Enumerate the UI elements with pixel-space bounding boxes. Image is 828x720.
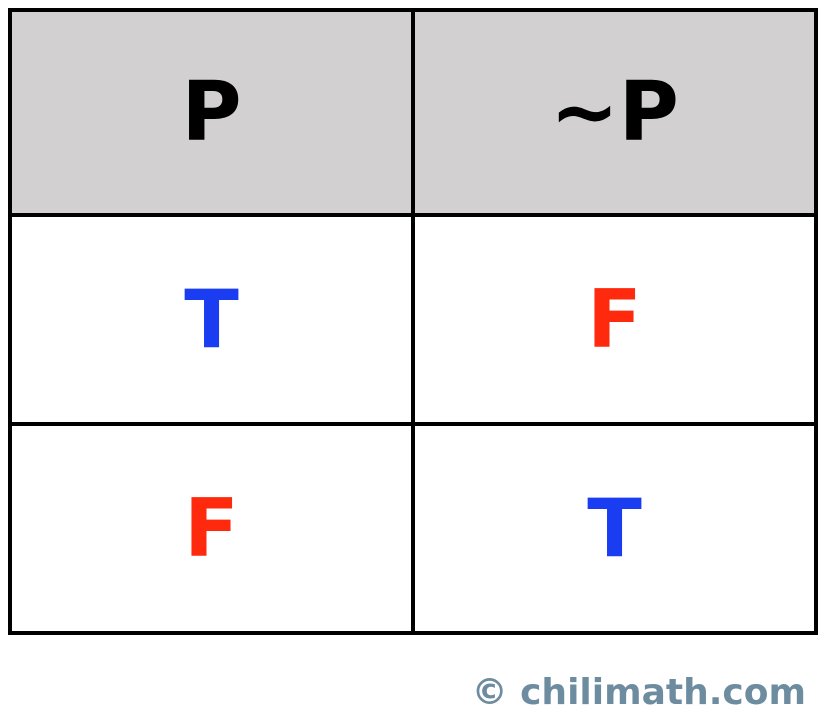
cell-p-row2: F xyxy=(8,422,415,635)
header-p: P xyxy=(8,8,415,217)
cell-p-row1: T xyxy=(8,213,415,426)
cell-not-p-row2: T xyxy=(411,422,818,635)
copyright-watermark: © chilimath.com xyxy=(471,672,806,713)
cell-not-p-row1: F xyxy=(411,213,818,426)
header-not-p: ~P xyxy=(411,8,818,217)
truth-table: P ~P T F F T xyxy=(8,8,818,635)
table-row: F T xyxy=(8,422,818,635)
header-row: P ~P xyxy=(8,8,818,217)
table-row: T F xyxy=(8,213,818,426)
